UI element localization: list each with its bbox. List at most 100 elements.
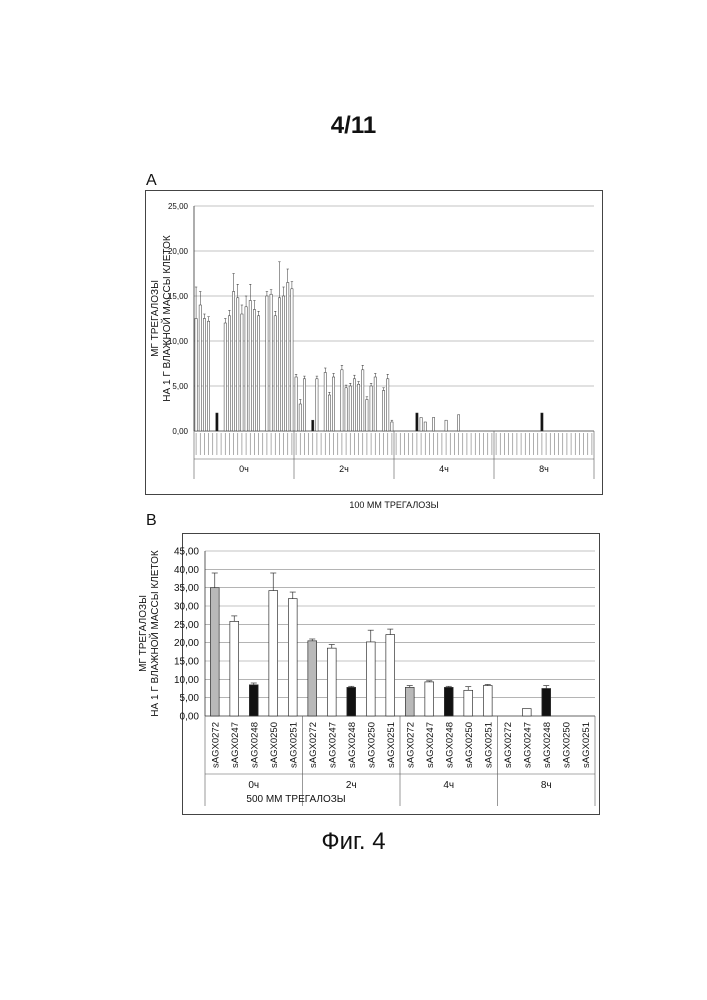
group-label: 4ч [443, 780, 454, 791]
bar [483, 686, 492, 716]
bar [347, 687, 356, 716]
bar [362, 370, 364, 431]
x-axis-label: 500 ММ ТРЕГАЛОЗЫ [246, 794, 345, 805]
bar [266, 296, 268, 431]
bar [269, 591, 278, 716]
y-tick-label: 5,00 [180, 693, 200, 704]
y-axis-label-line2: НА 1 Г ВЛАЖНОЙ МАССЫ КЛЕТОК [148, 550, 161, 717]
category-tick-label: sAGX0272 [210, 722, 221, 768]
y-tick-label: 10,00 [174, 675, 199, 686]
group-label: 2ч [339, 464, 349, 474]
category-tick-label: sAGX0250 [464, 722, 475, 768]
category-tick-label: sAGX0247 [230, 722, 241, 768]
category-tick-label: sAGX0247 [425, 722, 436, 768]
category-tick-label: sAGX0272 [405, 722, 416, 768]
y-tick-label: 45,00 [174, 547, 199, 558]
group-label: 2ч [346, 780, 357, 791]
bar [295, 377, 297, 431]
bar [288, 599, 297, 716]
group-label: 8ч [541, 780, 552, 791]
group-label: 0ч [239, 464, 249, 474]
bar [270, 294, 272, 431]
bar [386, 635, 395, 716]
bar [432, 418, 434, 432]
bar [199, 305, 201, 431]
bar [216, 413, 218, 431]
category-tick-label: sAGX0251 [581, 722, 592, 768]
y-tick-label: 35,00 [174, 583, 199, 594]
category-tick-label: sAGX0248 [347, 722, 358, 768]
bar [357, 384, 359, 431]
y-axis-label-line2: НА 1 Г ВЛАЖНОЙ МАССЫ КЛЕТОК [160, 235, 173, 402]
group-label: 0ч [248, 780, 259, 791]
category-tick-label: sAGX0247 [522, 722, 533, 768]
bar [308, 641, 317, 716]
category-tick-label: sAGX0250 [366, 722, 377, 768]
bar [464, 690, 473, 716]
y-tick-label: 20,00 [174, 638, 199, 649]
category-tick-label: sAGX0248 [444, 722, 455, 768]
y-axis-label-line1: МГ ТРЕГАЛОЗЫ [150, 280, 161, 357]
bar [195, 319, 197, 432]
category-tick-label: sAGX0251 [483, 722, 494, 768]
bar [303, 379, 305, 431]
bar [425, 682, 434, 716]
bar [542, 689, 551, 717]
bar [416, 413, 418, 431]
category-tick-label: sAGX0251 [288, 722, 299, 768]
y-tick-label: 0,00 [172, 427, 188, 436]
bar [249, 685, 258, 716]
y-tick-label: 0,00 [180, 712, 200, 723]
category-tick-label: sAGX0248 [249, 722, 260, 768]
bar [353, 379, 355, 431]
bar [522, 709, 531, 716]
bar [316, 379, 318, 431]
bar [341, 370, 343, 431]
y-tick-label: 15,00 [174, 657, 199, 668]
bar [207, 321, 209, 431]
category-tick-label: sAGX0250 [561, 722, 572, 768]
bar [287, 283, 289, 432]
bar [224, 323, 226, 431]
bar [299, 404, 301, 431]
bar [312, 420, 314, 431]
bar [445, 420, 447, 431]
bar [253, 310, 255, 432]
bar [228, 316, 230, 431]
y-tick-label: 25,00 [168, 202, 189, 211]
category-tick-label: sAGX0272 [308, 722, 319, 768]
bar [257, 316, 259, 431]
y-tick-label: 25,00 [174, 620, 199, 631]
bar [382, 391, 384, 432]
bar [405, 687, 414, 716]
chart-b: 0,005,0010,0015,0020,0025,0030,0035,0040… [183, 534, 601, 816]
bar [444, 687, 453, 716]
bar [332, 377, 334, 431]
bar [249, 301, 251, 432]
bar [241, 314, 243, 431]
category-tick-label: sAGX0272 [503, 722, 514, 768]
bar [541, 413, 543, 431]
bar [345, 388, 347, 431]
chart-a: 0,005,0010,0015,0020,0025,00МГ ТРЕГАЛОЗЫ… [146, 191, 604, 496]
bar [232, 292, 234, 432]
figure-caption: Фиг. 4 [0, 828, 707, 856]
chart-a-frame: 0,005,0010,0015,0020,0025,00МГ ТРЕГАЛОЗЫ… [145, 190, 603, 495]
chart-b-frame: 0,005,0010,0015,0020,0025,0030,0035,0040… [182, 533, 600, 815]
bar [291, 289, 293, 431]
y-tick-label: 30,00 [174, 602, 199, 613]
y-axis-label-line1: МГ ТРЕГАЛОЗЫ [138, 595, 149, 672]
bar [237, 298, 239, 431]
bar [349, 386, 351, 431]
bar [366, 400, 368, 432]
y-tick-label: 5,00 [172, 382, 188, 391]
bar [420, 418, 422, 432]
y-tick-label: 40,00 [174, 565, 199, 576]
y-axis-label: МГ ТРЕГАЛОЗЫНА 1 Г ВЛАЖНОЙ МАССЫ КЛЕТОК [138, 550, 161, 717]
group-label: 4ч [439, 464, 449, 474]
page-number: 4/11 [0, 112, 707, 140]
bar [387, 379, 389, 431]
bar [328, 395, 330, 431]
y-axis-label: МГ ТРЕГАЛОЗЫНА 1 Г ВЛАЖНОЙ МАССЫ КЛЕТОК [150, 235, 173, 402]
bar [370, 386, 372, 431]
